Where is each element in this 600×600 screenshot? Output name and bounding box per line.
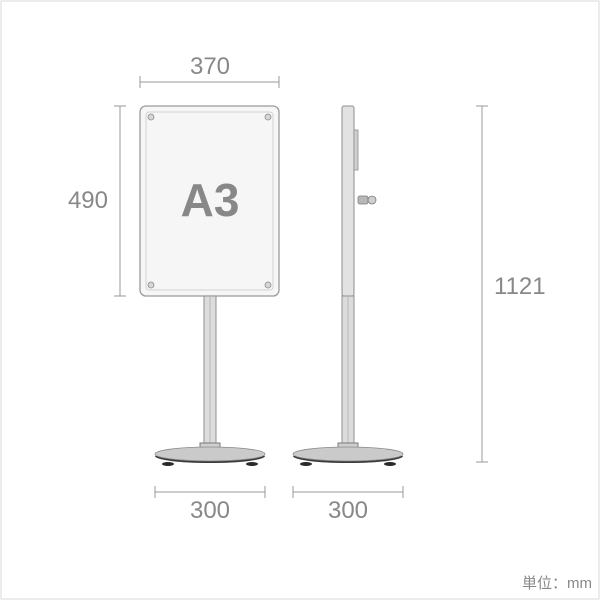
panel-back-bracket <box>354 130 358 170</box>
outer-border <box>1 1 599 599</box>
dimension-diagram: A3 <box>0 0 600 600</box>
bolt-icon <box>148 282 154 288</box>
bolt-icon <box>148 114 154 120</box>
base-top-side-stroke <box>293 447 403 461</box>
panel-size-label: A3 <box>181 174 240 226</box>
foot-icon <box>384 462 396 466</box>
bolt-icon <box>265 114 271 120</box>
dim-left-height: 490 <box>68 187 108 214</box>
side-view <box>293 106 403 466</box>
dim-front-base: 300 <box>190 497 230 524</box>
knob-cap-icon <box>368 196 376 204</box>
front-view: A3 <box>140 106 279 466</box>
dim-side-base: 300 <box>328 497 368 524</box>
unit-note: 単位：mm <box>522 575 592 592</box>
foot-icon <box>162 462 174 466</box>
knob-icon <box>358 196 368 204</box>
foot-icon <box>246 462 258 466</box>
dim-overall-height: 1121 <box>494 273 546 300</box>
foot-icon <box>300 462 312 466</box>
dim-top-width: 370 <box>190 53 230 80</box>
panel-side <box>342 106 354 296</box>
base-top-front-stroke <box>155 447 265 461</box>
bolt-icon <box>265 282 271 288</box>
